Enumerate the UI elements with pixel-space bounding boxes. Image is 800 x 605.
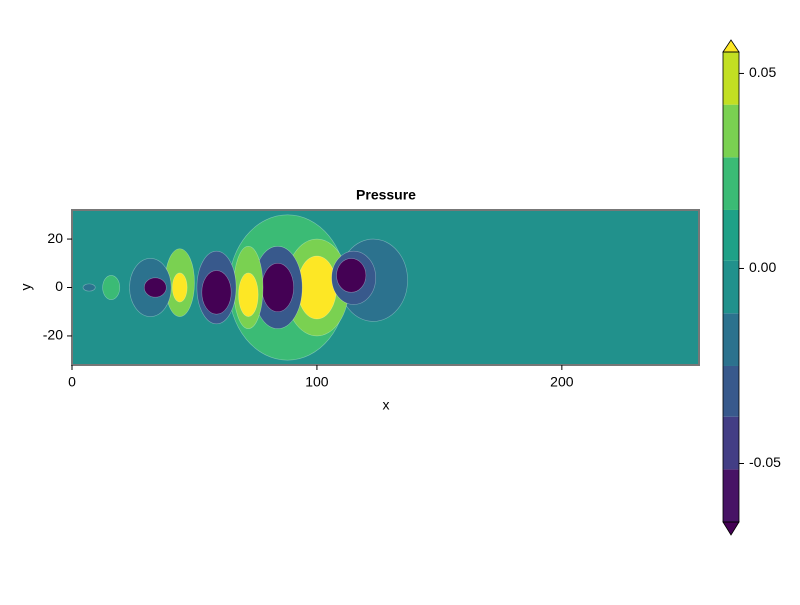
colorbar-tick-label: -0.05 xyxy=(749,454,781,470)
chart-title: Pressure xyxy=(356,187,416,203)
x-tick-label: 0 xyxy=(68,374,76,390)
contour-field xyxy=(72,210,699,365)
contour-region xyxy=(336,258,367,293)
colorbar-band xyxy=(723,313,739,366)
colorbar-over xyxy=(722,39,740,53)
colorbar-frame xyxy=(722,51,740,523)
colorbar-band xyxy=(723,52,739,105)
colorbar-under xyxy=(722,521,740,536)
y-tick-label: 20 xyxy=(47,230,63,246)
contour-region xyxy=(143,277,167,298)
x-tick-label: 200 xyxy=(550,374,574,390)
contour-region xyxy=(172,272,188,303)
contour-region xyxy=(102,275,121,300)
contour-region xyxy=(82,283,96,292)
y-tick-label: -20 xyxy=(43,327,63,343)
contour-region xyxy=(297,255,337,320)
colorbar-band xyxy=(723,469,739,522)
y-axis-label: y xyxy=(18,284,34,291)
contour-region xyxy=(201,270,232,315)
x-axis-label: x xyxy=(383,397,390,413)
colorbar-band xyxy=(723,157,739,210)
y-tick-label: 0 xyxy=(55,278,63,294)
colorbar-band xyxy=(723,365,739,417)
x-tick-label: 100 xyxy=(305,374,329,390)
colorbar-band xyxy=(723,104,739,158)
contour-region xyxy=(261,262,294,313)
colorbar-tick-label: 0.00 xyxy=(749,259,776,275)
contour-region xyxy=(238,272,259,317)
colorbar-tick-label: 0.05 xyxy=(749,64,776,80)
colorbar-band xyxy=(723,416,739,470)
colorbar-band xyxy=(723,260,739,314)
colorbar-band xyxy=(723,209,739,261)
